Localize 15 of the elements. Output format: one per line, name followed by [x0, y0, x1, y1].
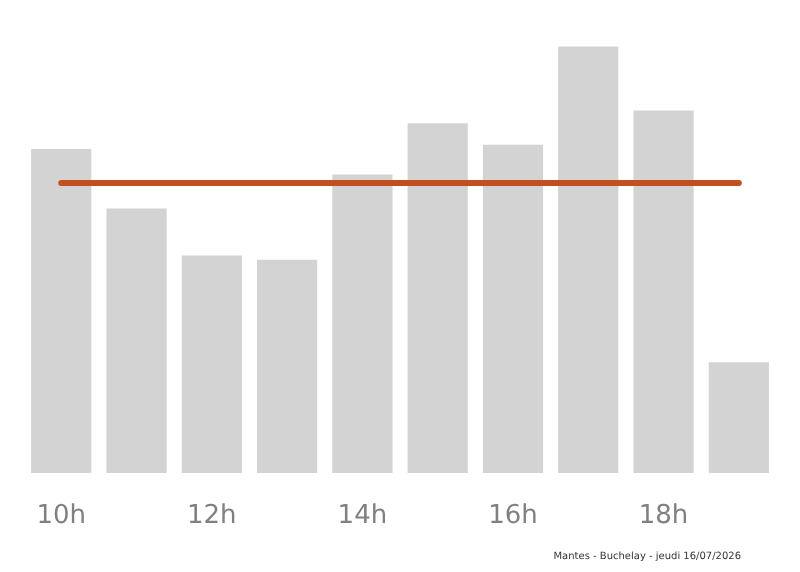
bar [482, 144, 544, 473]
bar [332, 174, 393, 473]
x-tick-label: 12h [187, 501, 237, 531]
x-tick-label: 16h [488, 501, 538, 531]
bar [558, 46, 619, 473]
bar [708, 362, 769, 473]
bar [181, 255, 242, 473]
x-tick-label: 18h [638, 501, 689, 531]
bar [31, 148, 92, 473]
x-tick-label: 10h [36, 501, 87, 531]
bar [106, 208, 167, 473]
bar [256, 259, 318, 473]
bar [633, 110, 694, 473]
x-tick-label: 14h [337, 501, 388, 531]
bar [407, 123, 468, 473]
